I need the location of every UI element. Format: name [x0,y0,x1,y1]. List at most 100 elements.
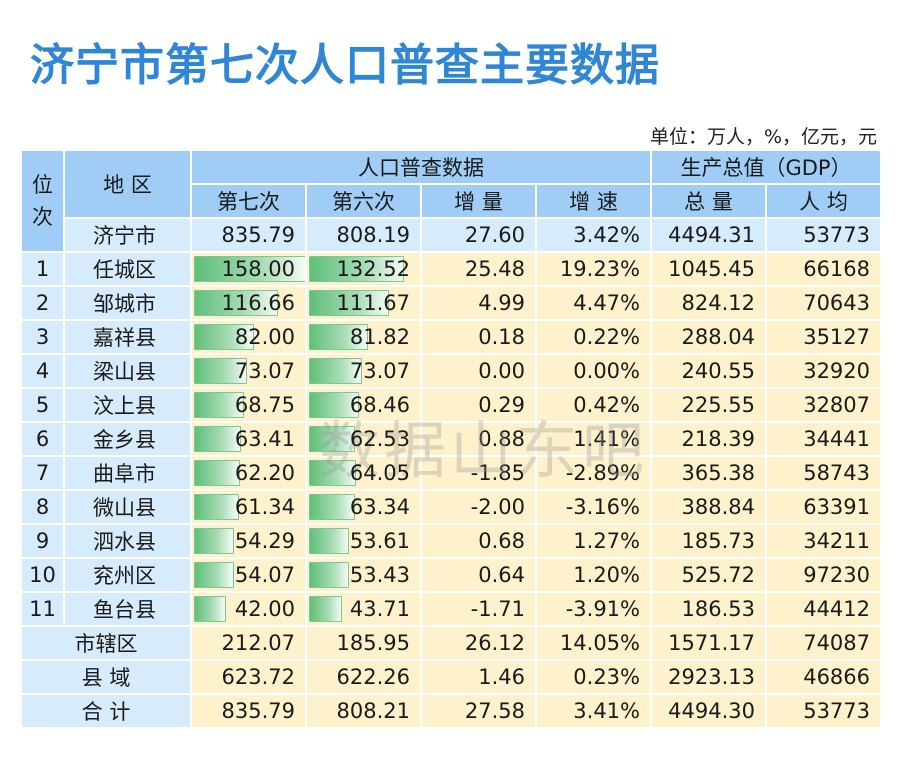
row-gdp-total: 388.84 [650,489,767,525]
summary-seventh: 212.07 [190,625,307,661]
city-row: 济宁市 835.79 808.19 27.60 3.42% 4494.31 53… [21,217,883,253]
row-growth: 0.22% [535,319,652,355]
city-gdp-per-capita: 53773 [764,217,883,253]
header-row-1: 位次 地 区 人口普查数据 生产总值（GDP） [20,149,883,253]
row-increase: -2.00 [420,489,537,525]
population-data-bar [309,426,355,452]
summary-seventh: 623.72 [190,659,307,695]
row-seventh-value: 54.07 [234,563,295,587]
row-gdp-per-capita: 97230 [764,557,883,593]
row-region-name: 微山县 [63,489,192,525]
row-sixth-value: 111.67 [336,291,410,315]
table-row: 6 金乡县 63.41 62.53 0.88 1.41% 218.39 34441 [20,421,883,457]
row-seventh-cell: 42.00 [190,591,307,627]
row-gdp-per-capita: 34441 [764,421,883,457]
table-row: 4 梁山县 73.07 73.07 0.00 0.00% 240.55 32920 [20,353,883,389]
row-sixth-cell: 43.71 [305,591,422,627]
watermark: 数据山东吧 [318,414,649,487]
summary-increase: 26.12 [420,625,537,661]
row-sixth-cell: 132.52 [305,251,422,287]
row-sixth-cell: 64.05 [305,455,422,491]
row-sixth-cell: 53.43 [305,557,422,593]
summary-seventh: 835.79 [190,693,307,729]
summary-sixth: 808.21 [305,693,422,729]
row-gdp-per-capita: 44412 [764,591,883,627]
row-increase: 4.99 [420,285,537,321]
summary-name: 县 域 [20,659,192,695]
row-increase: 0.18 [420,319,537,355]
row-sixth-cell: 73.07 [305,353,422,389]
summary-name: 市辖区 [20,625,192,661]
row-increase: 0.88 [420,421,537,457]
row-seventh-cell: 63.41 [190,421,307,457]
summary-gdp-total: 2923.13 [650,659,767,695]
page-title: 济宁市第七次人口普查主要数据 [30,40,660,91]
city-seventh: 835.79 [190,217,307,253]
row-sixth-value: 62.53 [349,427,410,451]
header-rank: 位次 [20,149,65,253]
row-gdp-total: 1045.45 [650,251,767,287]
population-data-bar [309,494,355,520]
row-seventh-value: 73.07 [234,359,295,383]
city-growth: 3.42% [535,217,652,253]
header-region: 地 区 [63,149,192,219]
row-sixth-value: 64.05 [349,461,410,485]
population-data-bar [309,460,356,486]
row-rank: 2 [20,285,65,321]
row-gdp-total: 288.04 [650,319,767,355]
row-growth: 0.00% [535,353,652,389]
row-seventh-cell: 54.29 [190,523,307,559]
summary-gdp-per-capita: 46866 [764,659,883,695]
row-gdp-per-capita: 35127 [764,319,883,355]
header-increase: 增 量 [420,183,537,219]
row-rank: 8 [20,489,65,525]
row-sixth-cell: 62.53 [305,421,422,457]
row-growth: 0.42% [535,387,652,423]
population-data-bar [194,528,234,554]
header-gdp-group: 生产总值（GDP） [649,149,883,185]
row-growth: 1.27% [535,523,652,559]
row-increase: -1.85 [420,455,537,491]
row-rank: 11 [20,591,65,627]
row-rank: 6 [20,421,65,457]
city-name: 济宁市 [63,217,192,253]
summary-growth: 14.05% [535,625,652,661]
row-sixth-value: 73.07 [349,359,410,383]
population-data-bar [194,358,247,384]
row-gdp-per-capita: 63391 [764,489,883,525]
population-data-bar [309,562,349,588]
row-increase: 0.00 [420,353,537,389]
summary-sixth: 622.26 [305,659,422,695]
population-data-bar [194,290,278,316]
summary-gdp-per-capita: 74087 [764,625,883,661]
row-sixth-value: 53.61 [349,529,410,553]
table-row: 5 汶上县 68.75 68.46 0.29 0.42% 225.55 32807 [20,387,883,423]
row-rank: 5 [20,387,65,423]
row-increase: -1.71 [420,591,537,627]
row-region-name: 曲阜市 [63,455,192,491]
row-sixth-value: 53.43 [349,563,410,587]
row-seventh-value: 63.41 [234,427,295,451]
header-gdp-total: 总 量 [650,183,767,219]
row-gdp-per-capita: 32920 [764,353,883,389]
summary-increase: 27.58 [420,693,537,729]
summary-growth: 3.41% [535,693,652,729]
population-data-bar [309,528,349,554]
row-gdp-per-capita: 70643 [764,285,883,321]
population-data-bar [194,324,254,350]
population-data-bar [194,562,234,588]
row-region-name: 泗水县 [63,523,192,559]
row-seventh-value: 54.29 [234,529,295,553]
population-data-bar [309,256,404,282]
population-data-bar [194,256,304,282]
row-seventh-value: 61.34 [234,495,295,519]
header-seventh: 第七次 [190,183,307,219]
summary-row: 市辖区 212.07 185.95 26.12 14.05% 1571.17 74087 [20,625,883,661]
summary-gdp-per-capita: 53773 [764,693,883,729]
summary-growth: 0.23% [535,659,652,695]
row-seventh-cell: 61.34 [190,489,307,525]
summary-row: 合 计 835.79 808.21 27.58 3.41% 4494.30 53773 [20,693,883,729]
summary-gdp-total: 4494.30 [650,693,767,729]
row-seventh-value: 116.66 [221,291,295,315]
row-seventh-cell: 68.75 [190,387,307,423]
